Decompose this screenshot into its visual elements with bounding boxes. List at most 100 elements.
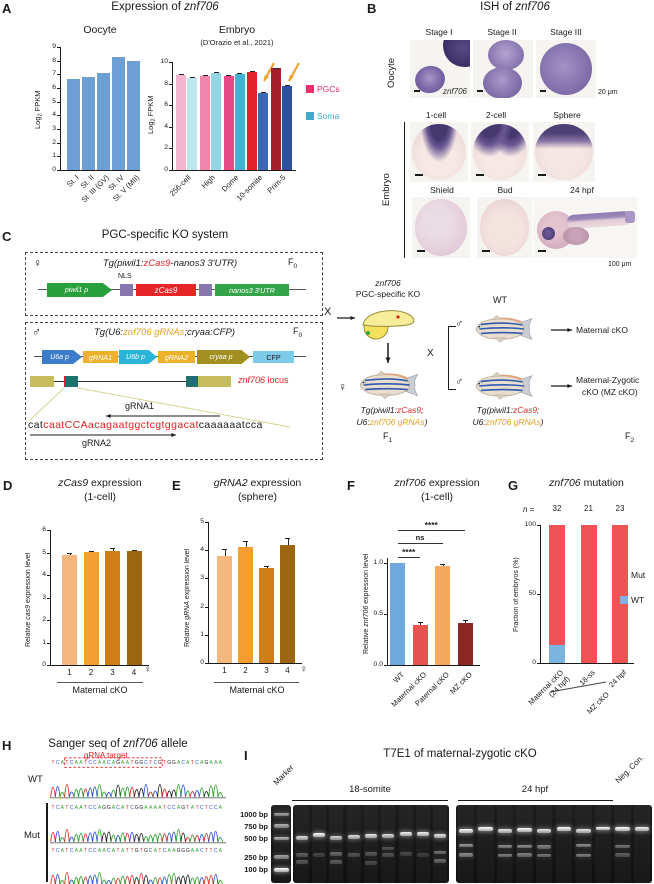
tg-f1-line1: Tg(piwil1:zCas9; (360, 405, 424, 415)
wt-chromatogram-base-4: C (70, 760, 74, 766)
oocyte-xlabel-0: St. I (65, 173, 81, 189)
E_grna2-xlabel-3: 4 (285, 666, 290, 675)
f1-label: F1 (383, 431, 393, 444)
mut-chromatogram-1-base-2: A (61, 805, 65, 811)
fish-wt-male (468, 314, 548, 344)
gel-24hpf-lane-5 (556, 805, 573, 883)
wt-chromatogram-base-5: A (75, 760, 79, 766)
F_znf706-bar-Paternal cKO (435, 566, 450, 665)
wt-chromatogram-base-15: A (121, 760, 125, 766)
panel-g-label: G (508, 478, 519, 493)
wt-label: WT (493, 295, 507, 305)
embryo-xlabel-2: Dome (219, 173, 241, 194)
cross-symbol-2: X (427, 348, 434, 359)
embryo-pgc-err-0-cap (178, 73, 184, 75)
gel-18somite-lane-8 (433, 805, 447, 883)
legend-swatch-Soma (306, 112, 314, 120)
panel-h-label: H (2, 738, 12, 753)
grna1-box-label: gRNA1 (88, 352, 113, 362)
group-18somite-line (292, 800, 448, 802)
E_grna2-err-3-cap (285, 537, 290, 539)
mut-chromatogram-1-base-18: G (135, 805, 139, 811)
wt-chromatogram-base-3: T (65, 760, 68, 766)
gel-18somite-lane-1-band-1 (312, 853, 326, 857)
embryo-pgc-err-4-cap (273, 67, 279, 69)
D_cas9-xlabel-3: 4 (131, 668, 137, 677)
gel-24hpf-lane-4-band-1 (536, 845, 552, 849)
F_znf706-bar-MZ cKO (457, 623, 473, 665)
G_mutation-ytick (537, 594, 540, 595)
u6b-promoter-arrow: U6b p (119, 350, 157, 364)
gel-18somite-lane-0-band-1 (295, 853, 308, 857)
wt-chromatogram-base-16: A (126, 760, 130, 766)
gel-24hpf-lane-4-band-0 (536, 828, 552, 833)
E_grna2-bar-3 (259, 567, 274, 663)
male-symbol-fish2: ♂ (455, 376, 464, 388)
gel-24hpf-lane-3-band-2 (517, 853, 532, 857)
F_znf706-err-1-cap (417, 622, 423, 624)
to-mz-cko-arrow-head (567, 383, 572, 389)
cfp-box: CFP (253, 351, 294, 363)
gel-24hpf-lane-9 (634, 805, 651, 883)
oocyte-bar-St. II (81, 77, 95, 170)
D_cas9-xlabel-2: 3 (110, 668, 115, 677)
D_cas9-yticklabel: 6 (42, 526, 46, 533)
E_grna2-yticklabel: 4 (200, 546, 204, 554)
embryo-pgc-err-3-cap (249, 71, 255, 73)
gel-18somite-lane-5-band-2 (382, 853, 395, 857)
F_znf706-err-3-whisker (465, 620, 466, 624)
gel-24hpf-lane-2-band-0 (497, 828, 513, 833)
embryo-yticklabel: 4 (164, 122, 168, 130)
ish-image-2-cell (471, 122, 529, 182)
gel-18somite-lane-2-band-2 (330, 860, 343, 864)
gel-18somite-lane-5-band-1 (382, 846, 395, 851)
ish-image-stage-ii (473, 40, 533, 98)
locus-utr-left (30, 376, 54, 387)
D_cas9-err-0-whisker (69, 552, 71, 556)
embryo-yticklabel: 6 (164, 101, 168, 109)
oocyte-yticklabel: 3 (52, 125, 56, 132)
bp-label-4: 100 bp (244, 865, 268, 875)
stage-iii-oocyte (539, 42, 593, 96)
f2-label: F2 (625, 431, 635, 444)
bud-label: Bud (497, 185, 513, 195)
gel-18somite-lane-2 (329, 805, 343, 883)
neg-control-label: Neg. Con. (613, 753, 646, 785)
mz-cko-label-2: cKO (MZ cKO) (582, 387, 638, 397)
D_cas9-xlabel-1: 2 (88, 668, 94, 677)
gel-24hpf-lane-1-band-0 (478, 827, 493, 831)
embryo-arrow-10somite-head (264, 75, 269, 81)
embryo-ytick (169, 62, 172, 63)
gel-18somite-lane-3 (347, 805, 361, 883)
tg-f2-line2: U6:znf706 gRNAs) (472, 417, 544, 427)
embryo-yticklabel: 8 (164, 79, 168, 87)
wt-chromatogram-base-23: G (158, 760, 162, 766)
mut-chromatogram-1-base-24: T (163, 805, 166, 811)
mut-chromatogram-2-base-31: A (195, 848, 199, 854)
female-symbol-box1: ♀ (33, 256, 42, 270)
marker-gel-lane-0-band-2 (273, 836, 289, 841)
mut-chromatogram-1-base-14: C (116, 805, 120, 811)
mz-cko-label-1: Maternal-Zygotic (576, 375, 640, 385)
wt-chromatogram-base-22: C (153, 760, 157, 766)
embryo-chart-title: Embryo (218, 24, 256, 36)
oocyte-yticklabel: 5 (52, 97, 56, 105)
gel-18somite-lane-4-band-0 (364, 834, 378, 838)
wt-chromatogram-base-7: T (84, 760, 87, 766)
embryo-arrow-prim5 (288, 62, 300, 82)
mut-chromatogram-2-base-34: T (210, 848, 213, 854)
scalebar (417, 250, 425, 252)
scalebar (415, 174, 423, 176)
mut-chromatogram-2-base-16: T (126, 848, 129, 854)
maternal-cko-label: Maternal cKO (576, 325, 628, 335)
oocyte-row-label: Oocyte (386, 57, 397, 89)
locus-exon-1 (64, 376, 78, 387)
panel-e-subtitle: (sphere) (237, 491, 278, 503)
embryo-soma-err-2-cap (237, 72, 242, 74)
wt-chromatogram-base-31: C (195, 760, 199, 766)
shield-label: Shield (430, 185, 454, 195)
embryo-pgc-bar-High (200, 76, 210, 170)
embryo-24hpf-tailtip (625, 211, 635, 223)
cross-symbol-1: X (324, 306, 332, 318)
panel-f-label: F (347, 478, 355, 493)
